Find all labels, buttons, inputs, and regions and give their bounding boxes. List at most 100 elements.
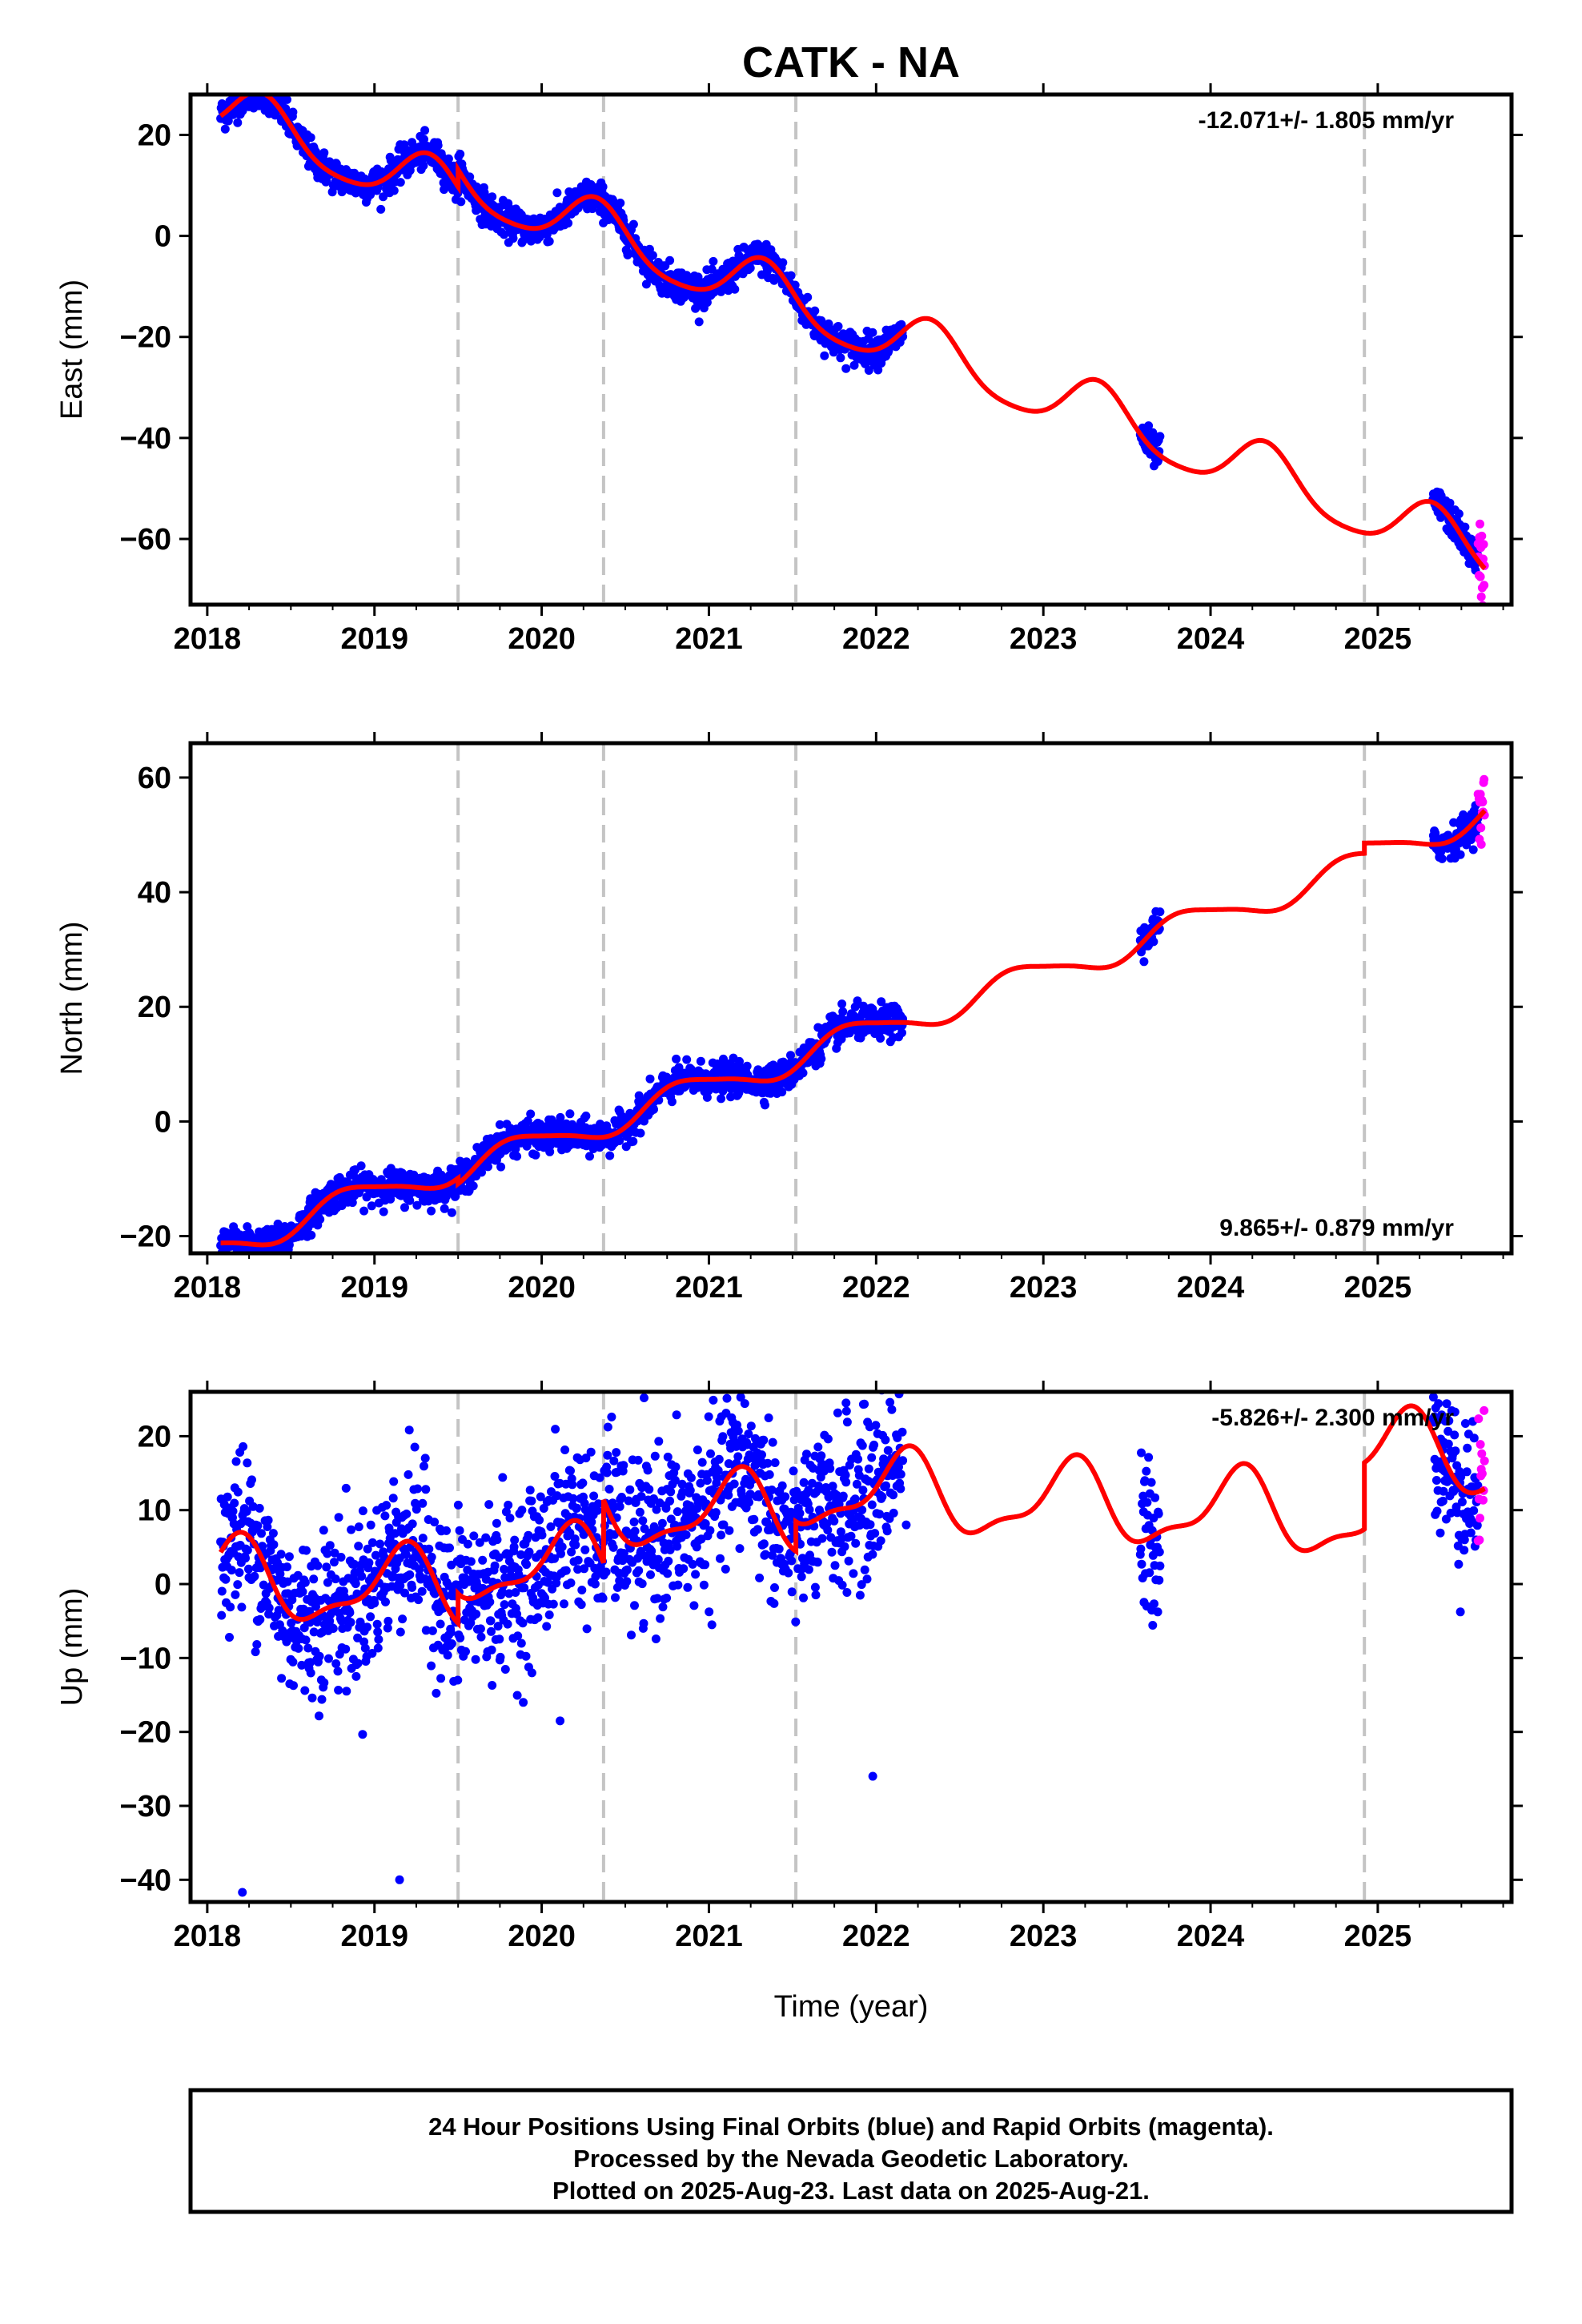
data-point — [288, 1657, 298, 1667]
data-point — [813, 1442, 823, 1452]
data-point — [881, 1435, 890, 1445]
data-point — [500, 1665, 510, 1674]
data-point — [1478, 798, 1488, 806]
data-point — [315, 1651, 324, 1661]
data-point — [456, 197, 466, 207]
y-tick-label: 20 — [138, 991, 171, 1024]
data-point — [302, 1546, 311, 1555]
data-point — [490, 1561, 500, 1570]
data-point — [860, 1399, 869, 1409]
x-tick-label: 2023 — [1010, 1271, 1078, 1305]
data-point — [427, 1206, 436, 1216]
data-point — [679, 1564, 689, 1574]
data-point — [671, 1462, 681, 1472]
data-point — [341, 1483, 351, 1493]
data-point — [714, 1454, 724, 1464]
data-point — [317, 1695, 327, 1704]
data-point — [1149, 937, 1158, 947]
data-point — [373, 1627, 383, 1637]
data-point — [810, 306, 820, 316]
data-point — [227, 1566, 236, 1575]
data-point — [798, 1068, 808, 1078]
data-point — [442, 1526, 451, 1535]
data-point — [436, 1674, 446, 1683]
data-point — [284, 1552, 294, 1562]
rate-label: 9.865+/- 0.879 mm/yr — [1219, 1215, 1454, 1241]
data-point — [778, 258, 788, 267]
data-point — [386, 1194, 396, 1204]
data-point — [1431, 1476, 1441, 1485]
data-point — [757, 1450, 766, 1460]
data-point — [722, 1393, 732, 1403]
data-point — [504, 1500, 513, 1510]
data-point — [650, 1451, 660, 1461]
data-point — [849, 360, 859, 370]
data-point — [629, 1518, 639, 1526]
data-point — [666, 1487, 676, 1497]
data-point — [1154, 1547, 1164, 1557]
data-point — [802, 1449, 811, 1459]
data-point — [413, 1484, 422, 1494]
data-point — [1480, 774, 1489, 784]
data-point — [410, 1442, 420, 1452]
data-point — [829, 1516, 839, 1526]
data-point — [709, 1395, 718, 1405]
data-point — [830, 1561, 840, 1570]
data-point — [456, 1633, 465, 1642]
data-point — [1155, 432, 1165, 441]
data-point — [702, 1476, 712, 1486]
data-point — [733, 1426, 743, 1436]
data-point — [223, 1492, 232, 1502]
data-point — [239, 1441, 248, 1451]
data-point — [223, 116, 233, 126]
data-point — [233, 118, 243, 127]
data-point — [724, 1490, 733, 1500]
data-point — [774, 1544, 784, 1554]
data-point — [719, 1054, 728, 1063]
data-point — [630, 1601, 639, 1610]
data-point — [315, 1711, 323, 1721]
data-point — [354, 1522, 363, 1532]
data-point — [705, 1526, 715, 1535]
data-point — [789, 1466, 798, 1476]
data-point — [873, 365, 883, 375]
data-point — [375, 1539, 385, 1549]
data-point — [228, 1506, 238, 1516]
data-point — [233, 1487, 243, 1497]
data-point — [373, 1643, 383, 1653]
data-point — [833, 1408, 842, 1417]
data-point — [325, 1541, 335, 1550]
data-point — [865, 1520, 875, 1530]
data-point — [276, 1550, 286, 1559]
data-point — [691, 1570, 701, 1579]
data-point — [263, 1515, 273, 1525]
data-point — [643, 1466, 652, 1475]
data-point — [1476, 572, 1485, 581]
data-point — [250, 1571, 259, 1581]
data-point — [379, 192, 388, 202]
data-point — [797, 1572, 806, 1582]
data-point — [357, 1571, 367, 1581]
data-point — [1479, 540, 1488, 549]
data-point — [799, 1478, 809, 1487]
data-point — [319, 148, 329, 158]
data-point — [289, 1681, 298, 1691]
data-point — [853, 1454, 863, 1464]
data-point — [440, 1204, 449, 1213]
data-point — [560, 1599, 568, 1609]
data-point — [729, 1479, 739, 1489]
y-tick-label: −20 — [120, 321, 171, 355]
data-point — [408, 1582, 417, 1592]
data-point — [353, 1659, 363, 1668]
data-point — [362, 1192, 371, 1202]
data-point — [1154, 1575, 1164, 1585]
data-point — [604, 1485, 614, 1494]
data-point — [864, 366, 873, 375]
data-point — [1445, 498, 1455, 508]
data-point — [381, 1597, 390, 1606]
data-point — [537, 1530, 547, 1540]
data-point — [277, 1674, 287, 1683]
data-point — [396, 178, 405, 187]
data-point — [510, 1535, 520, 1545]
y-axis-label: North (mm) — [55, 921, 89, 1075]
